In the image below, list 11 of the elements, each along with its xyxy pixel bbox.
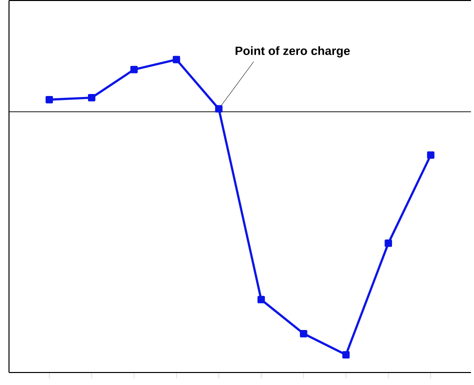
point (342, 350, 350, 358)
point (172, 56, 180, 64)
point (300, 330, 308, 338)
point (427, 151, 434, 159)
point (88, 94, 96, 102)
text: Point of zero charge (236, 46, 350, 58)
point (46, 96, 53, 104)
point (130, 66, 138, 74)
point (215, 105, 222, 112)
point (384, 239, 392, 247)
point (258, 296, 265, 304)
